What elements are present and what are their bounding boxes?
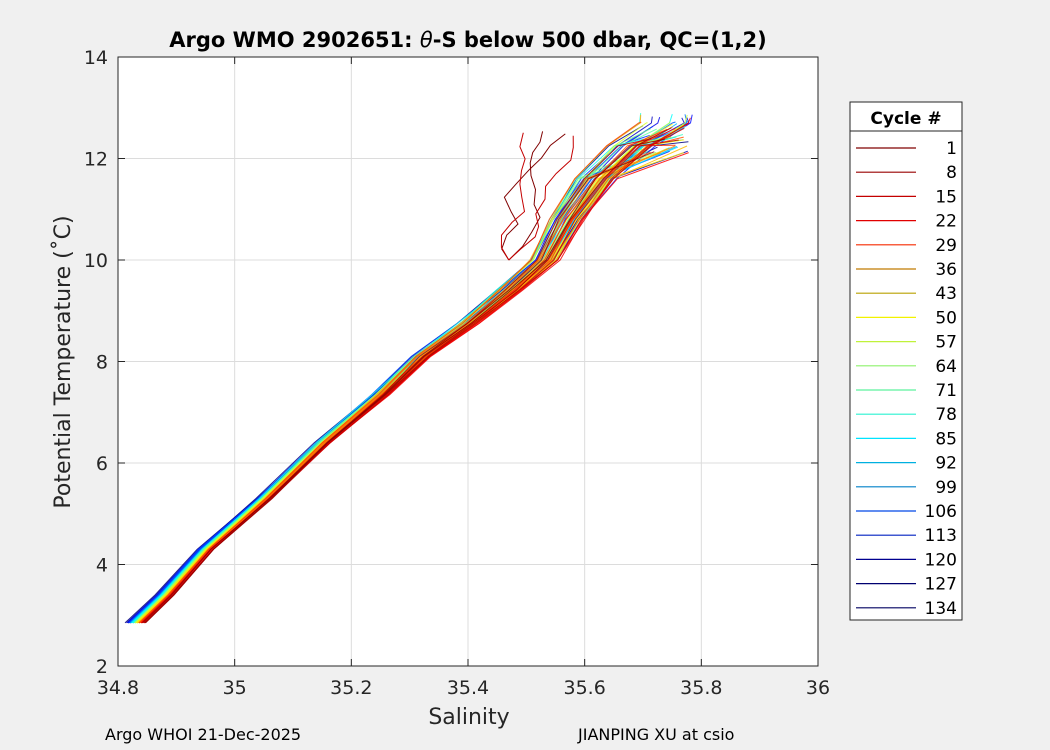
x-tick-label: 35.8	[680, 677, 722, 699]
legend-entry-label: 8	[946, 163, 957, 183]
legend-entry-label: 36	[935, 260, 957, 280]
legend-entry-label: 64	[935, 357, 957, 377]
legend-entry-label: 29	[935, 236, 957, 256]
profile-lines	[124, 113, 693, 624]
legend-entry-label: 1	[946, 139, 957, 159]
legend: Cycle # 1 8 15 22 29 36 43 50 57 64 71 78 85 92 99 106 1…	[849, 101, 963, 621]
legend-entry-label: 22	[935, 212, 957, 232]
legend-entry-label: 15	[935, 187, 957, 207]
profile-line	[508, 135, 574, 261]
profile-line	[501, 133, 566, 261]
profile-line	[145, 151, 655, 624]
y-axis-label: Potential Temperature (˚C)	[51, 215, 76, 508]
x-tick-label: 35.4	[447, 677, 489, 699]
x-tick-label: 35	[223, 677, 247, 699]
x-axis-label: Salinity	[428, 705, 509, 730]
legend-entry-label: 92	[935, 454, 957, 474]
legend-entry-label: 99	[935, 478, 957, 498]
chart-title: Argo WMO 2902651: θ-S below 500 dbar, QC…	[169, 28, 766, 52]
y-tick-label: 14	[84, 47, 108, 69]
legend-entry-label: 78	[935, 405, 957, 425]
y-tick-label: 10	[84, 250, 108, 272]
profile-line	[135, 122, 648, 624]
x-tick-label: 35.2	[330, 677, 372, 699]
legend-entry-label: 57	[935, 333, 957, 353]
legend-box	[849, 101, 963, 621]
profile-line	[139, 121, 642, 624]
legend-title: Cycle #	[870, 109, 941, 129]
legend-entry-label: 43	[935, 284, 957, 304]
y-tick-label: 4	[96, 555, 108, 577]
y-tick-label: 8	[96, 352, 108, 374]
axis-ticks: 34.8 35 35.2 35.4 35.6 35.8 36 2 4 6 8 10 12 14	[84, 47, 830, 699]
x-tick-label: 36	[806, 677, 830, 699]
x-tick-label: 35.6	[564, 677, 606, 699]
profile-line	[500, 132, 526, 261]
x-tick-label: 34.8	[97, 677, 139, 699]
profile-line	[142, 138, 666, 624]
profile-line	[508, 131, 544, 261]
legend-entry-label: 106	[925, 502, 957, 522]
legend-entry-label: 120	[925, 550, 957, 570]
y-tick-label: 2	[96, 656, 108, 678]
y-tick-label: 6	[96, 453, 108, 475]
legend-entry-label: 113	[925, 526, 957, 546]
legend-entry-label: 85	[935, 429, 957, 449]
legend-entry-label: 134	[925, 599, 957, 619]
grid-lines	[118, 57, 818, 666]
legend-entry-label: 71	[935, 381, 957, 401]
footer-right: JIANPING XU at csio	[578, 725, 735, 744]
profile-line	[144, 138, 652, 624]
y-tick-label: 12	[84, 149, 108, 171]
footer-left: Argo WHOI 21-Dec-2025	[105, 725, 302, 744]
legend-entry-label: 127	[925, 575, 957, 595]
legend-entry-label: 50	[935, 308, 957, 328]
